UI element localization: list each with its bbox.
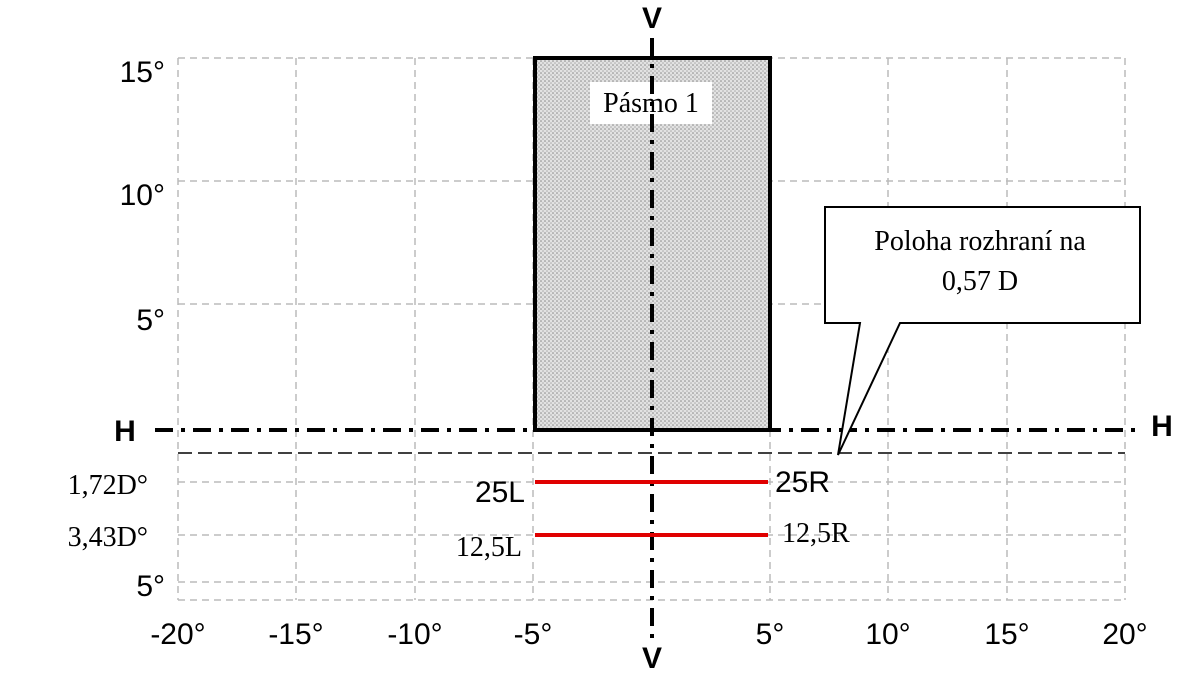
x-label: 10°	[865, 618, 910, 651]
callout-text: 0,57 D	[942, 266, 1018, 297]
y-label: 5°	[136, 570, 165, 603]
line-label: 12,5L	[456, 532, 522, 563]
x-label: 15°	[984, 618, 1029, 651]
x-label: -20°	[150, 618, 205, 651]
callout-text: Poloha rozhraní na	[874, 226, 1086, 257]
x-label: -5°	[514, 618, 553, 651]
axis-label: V	[642, 2, 662, 35]
y-label: 15°	[120, 56, 165, 89]
line-label: 25L	[475, 476, 525, 509]
callout-box	[824, 206, 1141, 456]
y-label: 3,43D°	[68, 522, 148, 553]
x-label: 5°	[756, 618, 785, 651]
x-label: -10°	[387, 618, 442, 651]
x-label: -15°	[268, 618, 323, 651]
y-label: 10°	[120, 179, 165, 212]
axis-label: V	[642, 642, 662, 675]
axis-label: H	[1151, 410, 1173, 443]
x-label: 20°	[1102, 618, 1147, 651]
line-label: 25R	[775, 466, 830, 499]
line-label: 12,5R	[782, 518, 850, 549]
y-label: 5°	[136, 304, 165, 337]
axis-label: H	[114, 415, 136, 448]
y-label: 1,72D°	[68, 470, 148, 501]
